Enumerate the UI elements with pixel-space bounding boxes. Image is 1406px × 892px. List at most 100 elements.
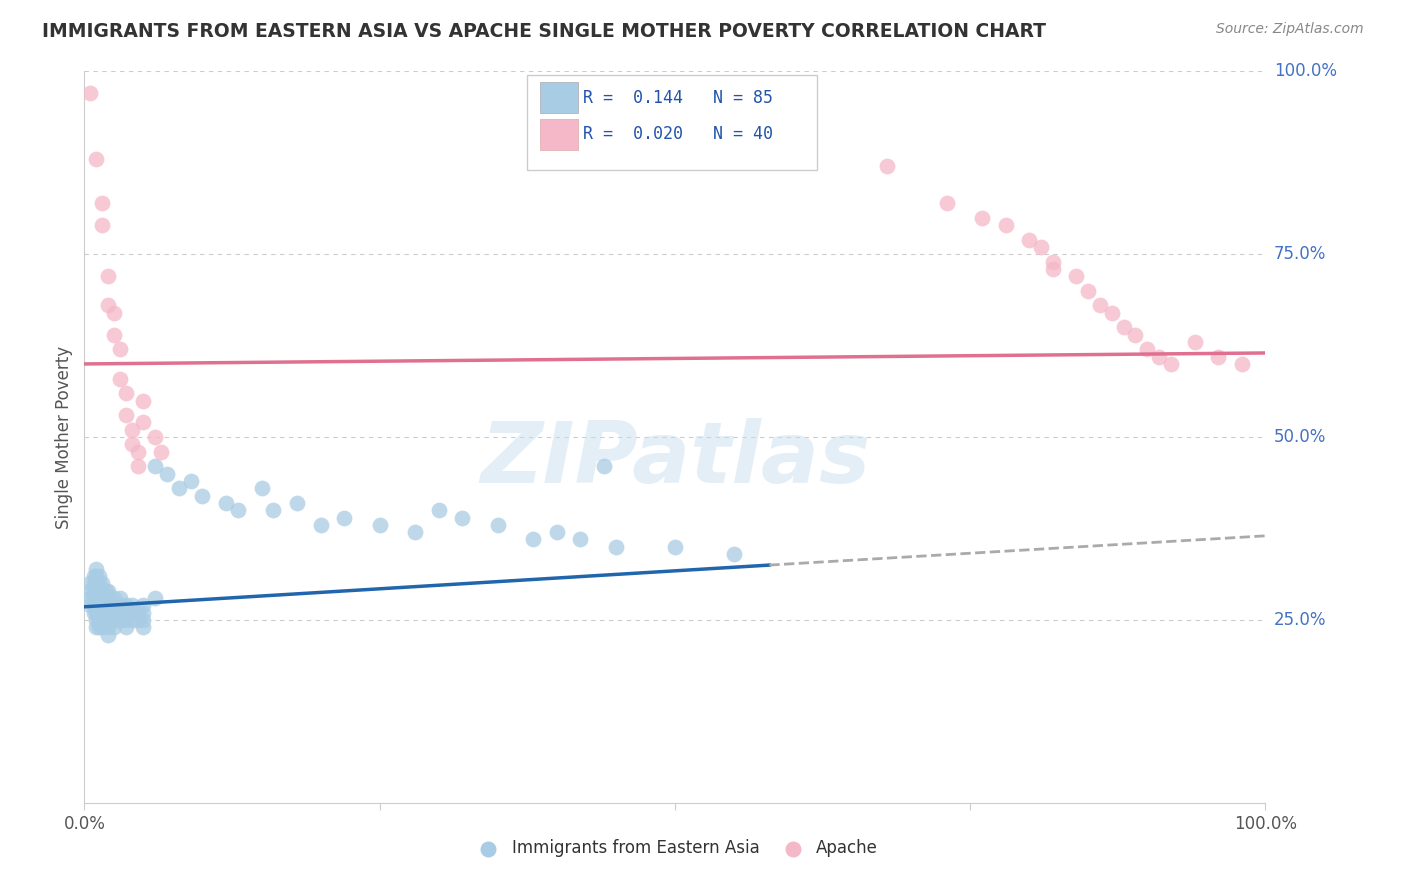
Point bbox=[79, 599, 101, 613]
Point bbox=[94, 583, 117, 598]
Point bbox=[87, 599, 110, 613]
Text: IMMIGRANTS FROM EASTERN ASIA VS APACHE SINGLE MOTHER POVERTY CORRELATION CHART: IMMIGRANTS FROM EASTERN ASIA VS APACHE S… bbox=[42, 22, 1046, 41]
Point bbox=[108, 343, 131, 357]
Point bbox=[83, 576, 105, 591]
Point bbox=[91, 583, 114, 598]
Point bbox=[91, 576, 114, 591]
Point bbox=[97, 583, 120, 598]
Point bbox=[103, 327, 125, 342]
Point bbox=[103, 591, 125, 605]
Point bbox=[132, 620, 155, 634]
Point bbox=[333, 510, 356, 524]
Point bbox=[132, 393, 155, 408]
Point bbox=[114, 613, 136, 627]
Point bbox=[108, 591, 131, 605]
Point bbox=[994, 218, 1017, 232]
Point bbox=[1077, 284, 1099, 298]
Point bbox=[83, 583, 105, 598]
Point bbox=[546, 525, 568, 540]
Point bbox=[83, 591, 105, 605]
Point bbox=[87, 569, 110, 583]
Point bbox=[84, 606, 107, 620]
Point bbox=[79, 583, 101, 598]
Point bbox=[79, 576, 101, 591]
Point bbox=[121, 606, 143, 620]
Point bbox=[83, 569, 105, 583]
Point bbox=[593, 459, 616, 474]
Point bbox=[451, 510, 474, 524]
Text: ZIPatlas: ZIPatlas bbox=[479, 417, 870, 500]
Legend: Immigrants from Eastern Asia, Apache: Immigrants from Eastern Asia, Apache bbox=[465, 832, 884, 864]
Point bbox=[108, 613, 131, 627]
Point bbox=[368, 517, 391, 532]
Point bbox=[127, 459, 149, 474]
Point bbox=[664, 540, 686, 554]
Text: 50.0%: 50.0% bbox=[1274, 428, 1326, 446]
Point bbox=[522, 533, 544, 547]
Text: 100.0%: 100.0% bbox=[1274, 62, 1337, 80]
Point bbox=[876, 160, 898, 174]
Point bbox=[114, 599, 136, 613]
Point bbox=[1136, 343, 1159, 357]
Point bbox=[150, 444, 173, 458]
Text: Source: ZipAtlas.com: Source: ZipAtlas.com bbox=[1216, 22, 1364, 37]
Text: 75.0%: 75.0% bbox=[1274, 245, 1326, 263]
Point bbox=[97, 599, 120, 613]
Point bbox=[1042, 254, 1064, 268]
Point bbox=[1029, 240, 1052, 254]
Point bbox=[97, 298, 120, 312]
Point bbox=[84, 576, 107, 591]
Point bbox=[84, 613, 107, 627]
Point bbox=[84, 583, 107, 598]
Point bbox=[250, 481, 273, 495]
Point bbox=[121, 437, 143, 451]
Point bbox=[79, 87, 101, 101]
FancyBboxPatch shape bbox=[540, 82, 578, 113]
Point bbox=[83, 606, 105, 620]
Point bbox=[1230, 357, 1253, 371]
Point bbox=[87, 583, 110, 598]
Point bbox=[87, 620, 110, 634]
Point bbox=[191, 489, 214, 503]
Point bbox=[427, 503, 450, 517]
Point bbox=[1160, 357, 1182, 371]
Point bbox=[1125, 327, 1147, 342]
Y-axis label: Single Mother Poverty: Single Mother Poverty bbox=[55, 345, 73, 529]
Point bbox=[91, 218, 114, 232]
Point bbox=[226, 503, 249, 517]
Point bbox=[132, 606, 155, 620]
Point bbox=[156, 467, 179, 481]
Point bbox=[127, 606, 149, 620]
Point bbox=[103, 599, 125, 613]
Text: R =  0.020   N = 40: R = 0.020 N = 40 bbox=[582, 125, 773, 144]
Point bbox=[180, 474, 202, 488]
Point bbox=[127, 613, 149, 627]
Point bbox=[108, 599, 131, 613]
Point bbox=[970, 211, 993, 225]
Point bbox=[723, 547, 745, 561]
Point bbox=[167, 481, 190, 495]
Point bbox=[103, 606, 125, 620]
Point bbox=[97, 269, 120, 284]
Point bbox=[285, 496, 308, 510]
Point bbox=[1101, 306, 1123, 320]
Point bbox=[84, 562, 107, 576]
Point bbox=[83, 599, 105, 613]
Point bbox=[103, 306, 125, 320]
Point bbox=[84, 152, 107, 166]
Point bbox=[1066, 269, 1088, 284]
Point bbox=[143, 430, 166, 444]
Point bbox=[97, 613, 120, 627]
Point bbox=[114, 606, 136, 620]
Point bbox=[121, 423, 143, 437]
Point bbox=[143, 591, 166, 605]
Point bbox=[94, 613, 117, 627]
Point bbox=[97, 591, 120, 605]
Point bbox=[87, 591, 110, 605]
Point bbox=[94, 599, 117, 613]
Point bbox=[108, 606, 131, 620]
Point bbox=[87, 613, 110, 627]
Point bbox=[94, 591, 117, 605]
Point bbox=[262, 503, 284, 517]
Point bbox=[121, 599, 143, 613]
